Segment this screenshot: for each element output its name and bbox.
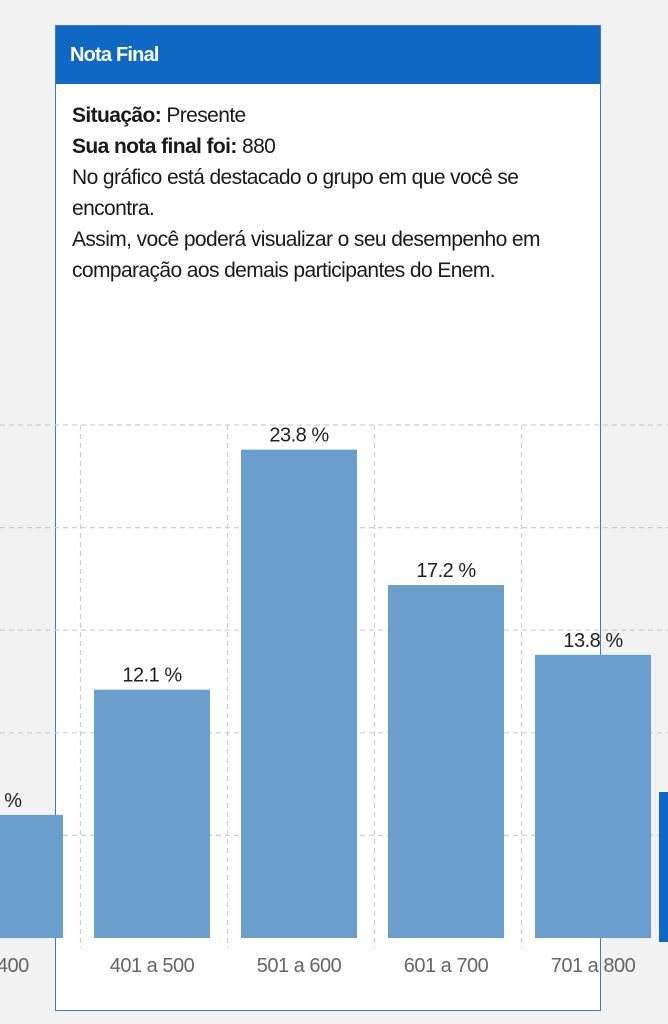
score-value: 880 bbox=[242, 135, 276, 158]
x-tick-label-1: a 400 bbox=[0, 955, 29, 977]
x-tick-label-3: 501 a 600 bbox=[257, 955, 342, 977]
status-line: Situação: Presente bbox=[72, 100, 584, 131]
bar-3 bbox=[241, 449, 357, 938]
bar-1 bbox=[0, 814, 63, 938]
data-label-3: 23.8 % bbox=[269, 425, 329, 447]
x-tick-label-4: 601 a 700 bbox=[404, 955, 489, 977]
x-tick-label-5: 701 a 800 bbox=[551, 955, 636, 977]
data-label-4: 17.2 % bbox=[416, 560, 476, 582]
data-label-2: 12.1 % bbox=[122, 665, 182, 687]
description-text-1: No gráfico está destacado o grupo em que… bbox=[72, 166, 519, 220]
bar-2 bbox=[94, 689, 210, 938]
score-label: Sua nota final foi: bbox=[72, 135, 237, 158]
card-body: Situação: Presente Sua nota final foi: 8… bbox=[56, 84, 600, 286]
status-value: Presente bbox=[166, 104, 246, 127]
status-label: Situação: bbox=[72, 104, 162, 127]
scroll-indicator[interactable] bbox=[659, 792, 668, 942]
bar-5 bbox=[535, 654, 651, 938]
chart-svg: 6 % a 400 12.1 % 401 a 500 23.8 % 501 a 600 17… bbox=[0, 424, 668, 977]
score-line: Sua nota final foi: 880 bbox=[72, 131, 584, 162]
card-header: Nota Final bbox=[56, 26, 600, 84]
data-label-5: 13.8 % bbox=[563, 630, 623, 652]
description-text-2: Assim, você poderá visualizar o seu dese… bbox=[72, 228, 540, 282]
x-tick-label-2: 401 a 500 bbox=[110, 955, 195, 977]
score-distribution-chart[interactable]: 6 % a 400 12.1 % 401 a 500 23.8 % 501 a 600 17… bbox=[0, 395, 668, 995]
card-title: Nota Final bbox=[70, 43, 159, 66]
bar-4 bbox=[388, 585, 504, 938]
data-label-1: 6 % bbox=[0, 790, 22, 812]
